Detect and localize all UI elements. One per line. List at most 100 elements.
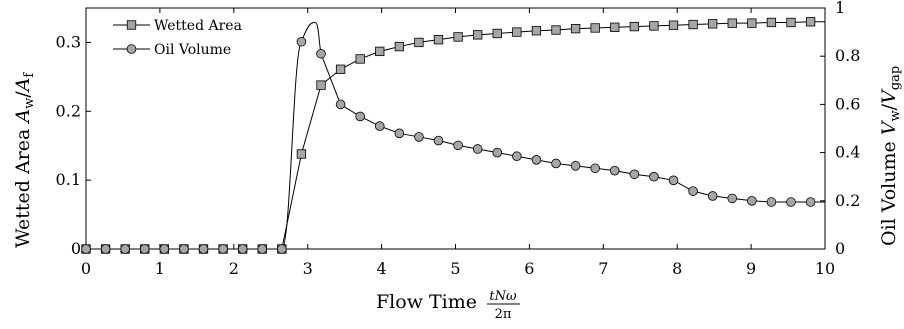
data-point-square [747,18,757,28]
data-point-square [355,54,365,64]
data-point-circle [218,244,228,254]
series-wetted-area [81,17,825,254]
data-point-square [629,21,639,32]
data-point-circle [159,244,170,254]
data-point-square [296,149,307,159]
data-point-square [335,64,346,74]
data-point-square [512,27,522,37]
y-tick-label-right: 0 [835,239,845,258]
data-point-circle [394,128,405,139]
data-point-square [433,35,444,45]
x-tick-label: 2 [229,259,239,278]
data-point-circle [198,244,209,254]
legend-item: Wetted Area [113,18,242,34]
data-point-circle [649,171,659,182]
legend-label: Wetted Area [154,18,242,34]
x-axis-label: Flow Time tNω 2π [376,289,520,322]
data-point-square [649,21,659,31]
data-point-square [805,17,816,27]
y-tick-label-right: 0.4 [835,143,860,162]
x-tick-label: 10 [815,259,835,278]
data-point-circle [433,135,444,146]
x-axis-label-frac-den: 2π [495,307,512,322]
data-point-circle [296,36,307,47]
data-point-square [492,28,502,39]
data-point-circle [492,147,503,158]
legend-label: Oil Volume [154,42,231,58]
data-point-circle [727,193,738,204]
data-point-circle [551,158,561,169]
y-tick-label-right: 1 [835,0,845,17]
x-tick-label: 1 [155,259,165,278]
data-point-circle [453,140,463,151]
x-tick-label: 5 [450,259,460,278]
data-point-circle [277,244,287,254]
data-point-circle [335,99,346,110]
y-tick-label-left: 0.3 [56,32,81,51]
x-tick-label: 6 [524,259,534,278]
data-point-square [316,80,326,90]
data-point-circle [81,244,91,254]
data-point-circle [570,161,581,171]
data-point-square [590,23,600,33]
series-oil-volume [81,21,825,254]
y-axis-label-left: Wetted Area Aw/Af [12,72,37,248]
data-point-square [570,24,581,34]
x-axis-label-main: Flow Time [376,291,477,313]
y-tick-label-right: 0.6 [835,94,860,113]
x-tick-label: 0 [81,259,91,278]
data-point-circle [355,111,365,122]
x-tick-label: 8 [672,259,682,278]
y-tick-label-left: 0.2 [56,101,81,120]
data-point-circle [707,191,718,201]
data-point-square [708,19,718,29]
data-point-circle [668,175,679,186]
data-point-circle [747,196,757,206]
series-layer [81,17,825,254]
data-point-circle [100,244,111,254]
data-point-circle [590,163,600,174]
data-point-circle [512,151,522,162]
data-point-square [453,32,463,42]
y-axis-label-right: Oil Volume Vw/Vgap [878,66,903,246]
data-point-square [786,17,796,28]
legend-square-marker [126,20,137,30]
data-point-square [531,26,542,36]
legend-circle-marker [126,44,137,54]
data-point-circle [531,155,542,165]
data-point-circle [629,169,640,180]
legend: Wetted Area Oil Volume [113,18,242,58]
data-point-circle [179,244,189,254]
data-point-circle [120,244,130,254]
data-point-square [375,46,385,57]
data-point-square [668,20,679,30]
data-point-square [610,22,620,32]
legend-item: Oil Volume [113,42,231,58]
x-tick-label: 9 [746,259,756,278]
y-tick-label-right: 0.2 [835,191,860,210]
x-axis-label-frac-num: tNω [489,289,517,304]
data-point-circle [414,132,424,142]
data-point-circle [139,244,150,254]
data-point-square [688,19,698,30]
data-point-square [727,18,737,28]
x-tick-label: 7 [598,259,608,278]
data-point-square [414,37,424,48]
data-point-circle [237,244,248,254]
x-tick-label: 3 [303,259,313,278]
data-point-circle [688,186,698,196]
data-point-circle [257,244,268,254]
data-point-circle [805,197,816,207]
data-point-square [394,41,404,52]
data-point-circle [786,197,796,207]
y-tick-label-left: 0 [71,239,81,258]
x-tick-label: 4 [377,259,387,278]
data-point-square [473,30,483,40]
data-point-circle [374,121,385,131]
data-point-square [766,17,777,28]
data-point-circle [316,48,326,59]
data-point-circle [766,197,777,207]
data-point-square [551,25,561,35]
